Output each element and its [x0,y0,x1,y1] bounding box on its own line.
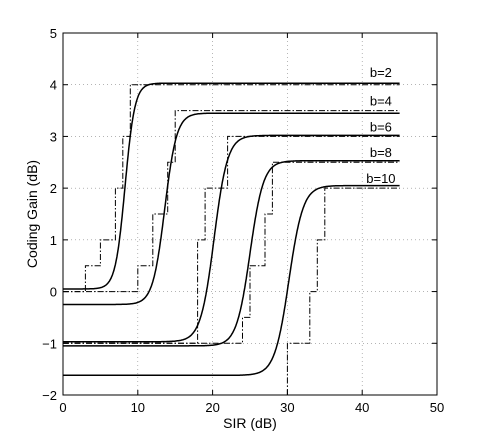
series-labels: b=2 b=4 b=6 b=8 b=10 [366,65,395,186]
series-1 [63,82,400,293]
x-tick-label: 40 [355,400,369,415]
series-5 [63,184,400,395]
y-tick-label: 1 [50,233,57,248]
series-3 [63,134,400,344]
y-axis-title: Coding Gain (dB) [24,160,40,268]
series-label: b=2 [370,65,392,80]
plot-frame [62,32,438,396]
series-2 [63,110,400,306]
series-label: b=10 [366,171,395,186]
y-tick-label: 2 [50,181,57,196]
x-tick-label: 30 [280,400,294,415]
y-tick-label: −2 [42,388,57,403]
smooth-curve [63,184,400,377]
ticks: 0 10 20 30 40 50 −2 −1 0 1 2 3 4 5 [42,26,444,415]
smooth-curve [63,112,400,306]
x-tick-label: 20 [205,400,219,415]
grid [63,33,437,395]
y-tick-label: −1 [42,336,57,351]
x-tick-label: 10 [131,400,145,415]
x-axis-title: SIR (dB) [223,415,277,431]
y-tick-label: 5 [50,26,57,41]
series-label: b=4 [370,93,392,108]
step-curve [63,161,400,344]
y-tick-label: 0 [50,285,57,300]
y-tick-label: 4 [50,78,57,93]
x-tick-label: 0 [59,400,66,415]
smooth-curve [63,159,400,347]
smooth-curve [63,134,400,343]
x-tick-label: 50 [430,400,444,415]
smooth-curve [63,82,400,290]
series-label: b=6 [370,119,392,134]
series-4 [63,159,400,347]
step-curve [63,84,400,293]
series-label: b=8 [370,145,392,160]
series-group [63,82,400,395]
step-curve [286,187,400,395]
step-curve [63,110,400,293]
y-tick-label: 3 [50,129,57,144]
